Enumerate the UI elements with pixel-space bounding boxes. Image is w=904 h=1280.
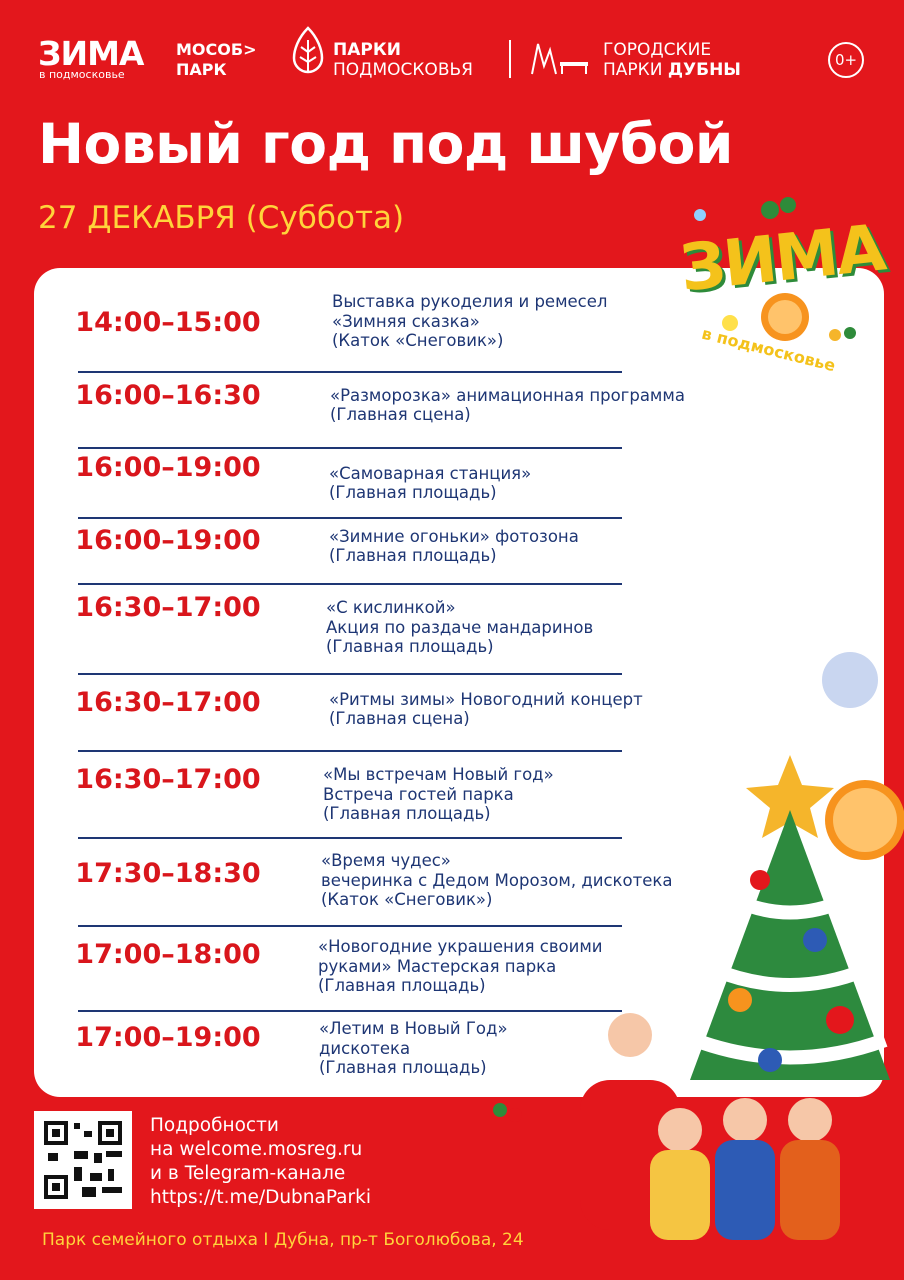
event-line: «Самоварная станция» <box>329 464 532 483</box>
separator <box>78 1010 622 1012</box>
event-line: Встреча гостей парка <box>323 785 514 804</box>
time: 17:00–19:00 <box>75 1022 261 1053</box>
event-desc: «Самоварная станция» (Главная площадь) <box>329 464 531 503</box>
event-line: «Летим в Новый Год» <box>319 1019 508 1038</box>
event-desc: «Разморозка» анимационная программа (Глав… <box>330 386 685 425</box>
separator <box>78 673 622 675</box>
qr-code <box>34 1111 132 1209</box>
time: 17:30–18:30 <box>75 858 261 889</box>
badge-art <box>694 197 856 341</box>
city-word: ДУБНЫ <box>667 60 741 80</box>
event-line: (Главная площадь) <box>326 637 494 656</box>
time: 17:00–18:00 <box>75 939 261 970</box>
separator <box>78 371 622 373</box>
event-line: Выставка рукоделия и ремесел <box>332 292 608 311</box>
zima-logo: ЗИМА <box>38 34 144 73</box>
event-line: (Главная площадь) <box>319 1058 487 1077</box>
info-block: Подробности на welcome.mosreg.ru и в Teleg… <box>150 1114 371 1210</box>
time: 16:00–19:00 <box>75 525 261 556</box>
parks-logo: ПАРКИ ПОДМОСКОВЬЯ <box>333 40 473 80</box>
event-line: Акция по раздаче мандаринов <box>326 618 594 637</box>
event-line: «Зимняя сказка» <box>332 312 480 331</box>
info-line: Подробности <box>150 1115 279 1136</box>
time: 14:00–15:00 <box>75 307 261 338</box>
event-line: руками» Мастерская парка <box>318 957 557 976</box>
city-line: ПАРКИ ДУБНЫ <box>603 60 741 80</box>
illustration <box>493 652 904 1240</box>
city-icon <box>531 43 588 75</box>
event-line: «Зимние огоньки» фотозона <box>329 527 579 546</box>
event-desc: «Новогодние украшения своими руками» Маст… <box>318 937 603 996</box>
event-line: «С кислинкой» <box>326 598 456 617</box>
separator <box>78 517 622 519</box>
event-line: (Каток «Снеговик») <box>332 331 504 350</box>
parks-line: ПОДМОСКОВЬЯ <box>333 60 473 80</box>
city-logo: ГОРОДСКИЕ ПАРКИ ДУБНЫ <box>603 40 741 80</box>
event-desc: «Ритмы зимы» Новогодний концерт (Главная … <box>329 690 643 729</box>
event-desc: «Летим в Новый Год» дискотека (Главная пло… <box>319 1019 508 1078</box>
info-line: https://t.me/DubnaParki <box>150 1187 371 1208</box>
zima-logo-sub: в подмосковье <box>39 68 125 81</box>
event-line: (Главная площадь) <box>323 804 491 823</box>
event-line: «Время чудес» <box>321 851 451 870</box>
mosobl-line: ПАРК <box>176 60 227 79</box>
event-line: «Ритмы зимы» Новогодний концерт <box>329 690 643 709</box>
time: 16:30–17:00 <box>75 687 261 718</box>
event-desc: «Зимние огоньки» фотозона (Главная площад… <box>329 527 579 566</box>
event-line: (Главная площадь) <box>318 976 486 995</box>
city-word: ПАРКИ <box>603 60 663 80</box>
event-line: (Главная площадь) <box>329 483 497 502</box>
title: Новый год под шубой <box>38 112 733 176</box>
separator <box>78 447 622 449</box>
event-line: (Главная сцена) <box>330 405 471 424</box>
event-desc: «Мы встречам Новый год» Встреча гостей па… <box>323 765 554 824</box>
city-line: ГОРОДСКИЕ <box>603 40 712 60</box>
event-line: (Главная сцена) <box>329 709 470 728</box>
event-line: дискотека <box>319 1039 411 1058</box>
event-line: (Главная площадь) <box>329 546 497 565</box>
date: 27 ДЕКАБРЯ (Суббота) <box>38 200 405 236</box>
time: 16:00–19:00 <box>75 452 261 483</box>
event-line: вечеринка с Дедом Морозом, дискотека <box>321 871 673 890</box>
event-desc: «Время чудес» вечеринка с Дедом Морозом, … <box>321 851 672 910</box>
info-line: и в Telegram-канале <box>150 1163 346 1184</box>
divider <box>509 40 511 78</box>
time: 16:30–17:00 <box>75 592 261 623</box>
address: Парк семейного отдыха I Дубна, пр-т Бого… <box>42 1230 524 1250</box>
mosobl-line: МОСОБ> <box>176 40 257 59</box>
event-line: «Новогодние украшения своими <box>318 937 603 956</box>
age-badge: 0+ <box>828 42 864 78</box>
separator <box>78 583 622 585</box>
event-line: (Каток «Снеговик») <box>321 890 493 909</box>
event-line: «Разморозка» анимационная программа <box>330 386 685 405</box>
parks-icon <box>292 26 324 74</box>
info-line: на welcome.mosreg.ru <box>150 1139 363 1160</box>
separator <box>78 837 622 839</box>
time: 16:30–17:00 <box>75 764 261 795</box>
event-line: «Мы встречам Новый год» <box>323 765 554 784</box>
parks-line: ПАРКИ <box>333 40 401 60</box>
time: 16:00–16:30 <box>75 380 261 411</box>
mosobl-logo: МОСОБ> ПАРК <box>176 40 256 80</box>
event-desc: Выставка рукоделия и ремесел «Зимняя сказ… <box>332 292 607 351</box>
separator <box>78 925 622 927</box>
separator <box>78 750 622 752</box>
event-desc: «С кислинкой» Акция по раздаче мандаринов… <box>326 598 593 657</box>
